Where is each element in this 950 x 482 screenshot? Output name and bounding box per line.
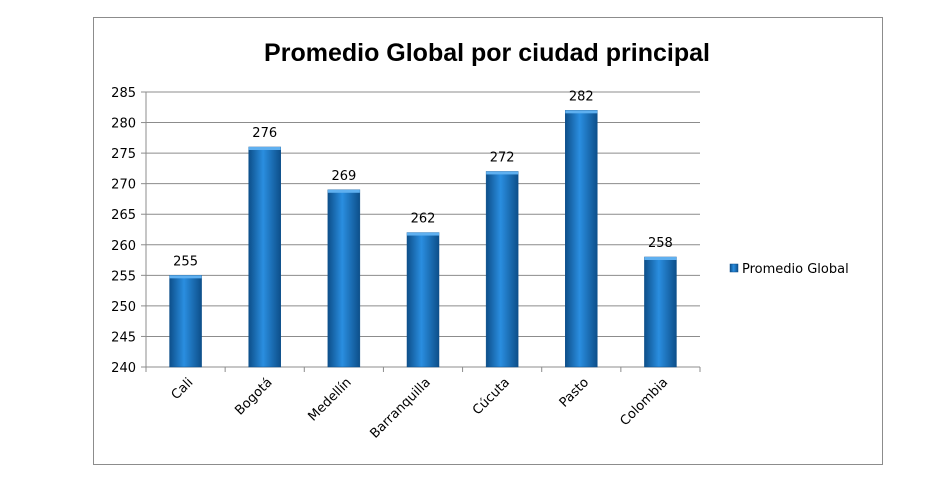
bar-highlight — [644, 257, 677, 260]
y-tick-label: 240 — [111, 361, 136, 376]
y-tick-labels: 240 245 250 255 260 265 270 275 280 285 — [111, 86, 136, 376]
bar — [565, 110, 598, 368]
x-tick-label: Bogotá — [232, 375, 275, 418]
bars — [169, 110, 677, 368]
bar-highlight — [248, 147, 281, 150]
bar — [406, 232, 440, 368]
bar — [644, 256, 677, 368]
bar-highlight — [407, 232, 439, 236]
y-tick-label: 250 — [111, 300, 136, 315]
bar-highlight — [486, 171, 519, 175]
y-tick-label: 280 — [111, 117, 136, 132]
data-label: 282 — [569, 89, 594, 104]
data-labels: 255 276 269 262 272 282 258 — [173, 89, 673, 269]
y-tick-label: 255 — [111, 269, 136, 284]
bar-highlight — [169, 275, 202, 279]
y-tick-label: 245 — [111, 330, 136, 345]
x-tick-label: Barranquilla — [367, 375, 433, 441]
x-tick-label: Cúcuta — [470, 375, 513, 418]
bar — [327, 189, 361, 368]
x-tick-label: Colombia — [617, 375, 671, 429]
y-tick-label: 275 — [111, 147, 136, 162]
data-label: 262 — [411, 212, 436, 227]
chart-title: Promedio Global por ciudad principal — [264, 39, 710, 67]
data-label: 276 — [252, 126, 277, 141]
y-tick-label: 285 — [111, 86, 136, 101]
bar — [248, 146, 281, 368]
x-tick-label: Cali — [169, 375, 197, 403]
legend-label: Promedio Global — [742, 262, 849, 277]
data-label: 258 — [648, 236, 673, 251]
bar-highlight — [565, 110, 598, 114]
x-tick-label: Medellín — [306, 375, 355, 424]
bar — [485, 171, 519, 368]
x-tick-label: Pasto — [557, 375, 592, 410]
legend-swatch — [729, 263, 739, 273]
data-label: 272 — [490, 150, 515, 165]
data-label: 255 — [173, 254, 198, 269]
y-tick-label: 265 — [111, 208, 136, 223]
x-tick-labels: Cali Bogotá Medellín Barranquilla Cúcuta Past… — [169, 375, 672, 441]
bar — [169, 275, 202, 368]
bar-highlight — [327, 189, 360, 193]
gridlines — [141, 91, 700, 368]
y-tick-label: 260 — [111, 239, 136, 254]
data-label: 269 — [331, 169, 356, 184]
legend: Promedio Global — [729, 262, 849, 277]
y-tick-label: 270 — [111, 178, 136, 193]
